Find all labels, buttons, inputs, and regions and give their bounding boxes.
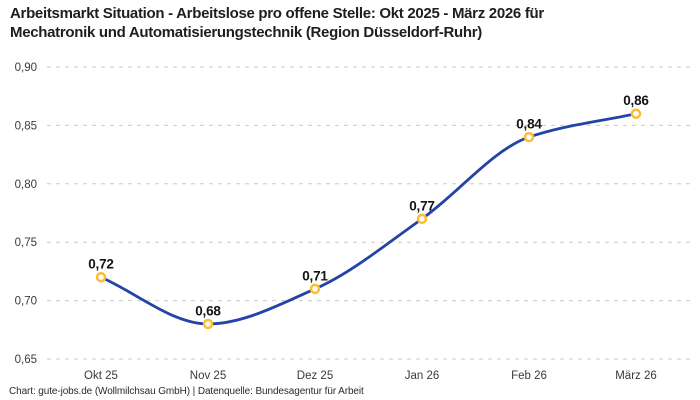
y-tick-label: 0,80 — [15, 179, 37, 191]
x-tick-label: Nov 25 — [190, 370, 226, 382]
x-tick-label: März 26 — [615, 370, 657, 382]
data-point-marker — [95, 271, 107, 283]
chart-footer: Chart: gute-jobs.de (Wollmilchsau GmbH) … — [9, 386, 364, 397]
y-tick-label: 0,65 — [15, 354, 37, 366]
x-tick-label: Dez 25 — [297, 370, 333, 382]
y-tick-label: 0,85 — [15, 120, 37, 132]
x-tick-label: Feb 26 — [511, 370, 547, 382]
data-point-label: 0,72 — [88, 257, 113, 272]
data-point-label: 0,71 — [302, 268, 328, 283]
x-tick-label: Jan 26 — [405, 370, 440, 382]
y-tick-label: 0,75 — [15, 237, 37, 249]
chart-title-line1: Arbeitsmarkt Situation - Arbeitslose pro… — [10, 5, 544, 22]
data-point-marker — [202, 318, 214, 330]
y-tick-label: 0,90 — [15, 62, 37, 74]
data-point-label: 0,84 — [516, 117, 542, 132]
data-point-marker — [523, 131, 535, 143]
chart-title-line2: Mechatronik und Automatisierungstechnik … — [10, 24, 482, 41]
data-point-label: 0,86 — [623, 93, 649, 108]
x-tick-label: Okt 25 — [84, 370, 118, 382]
data-point-marker — [416, 213, 428, 225]
data-point-label: 0,68 — [195, 303, 221, 318]
data-point-marker — [309, 283, 321, 295]
chart-title: Arbeitsmarkt Situation - Arbeitslose pro… — [10, 4, 544, 42]
series-line — [99, 112, 638, 326]
data-point-label: 0,77 — [409, 198, 434, 213]
y-tick-label: 0,70 — [15, 296, 37, 308]
data-point-marker — [630, 108, 642, 119]
